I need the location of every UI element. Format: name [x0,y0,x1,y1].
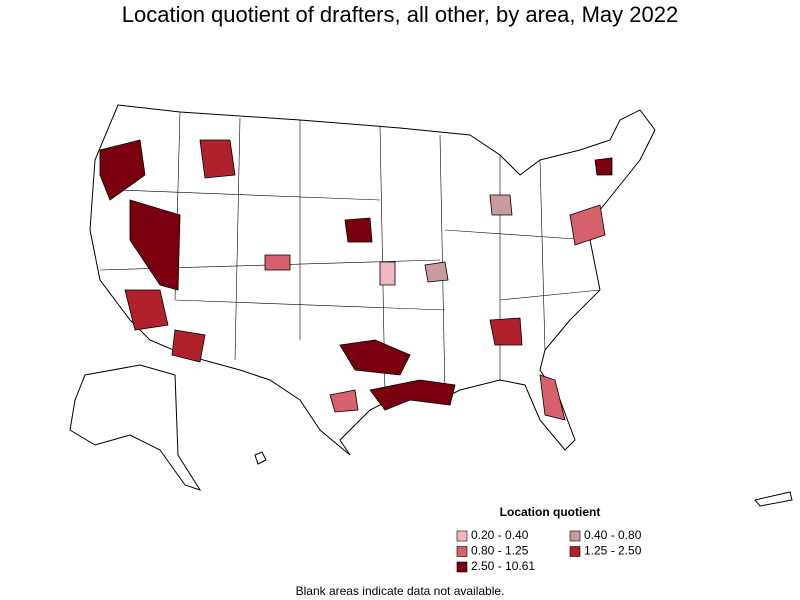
legend-label: 0.40 - 0.80 [584,528,642,542]
area-texas-gulf [369,379,456,411]
area-florida [539,374,566,421]
footnote: Blank areas indicate data not available. [296,584,505,598]
legend-label: 1.25 - 2.50 [584,544,642,558]
area-michigan [489,194,513,216]
area-georgia [489,317,523,346]
area-new-england [594,157,613,176]
area-montana [199,139,236,179]
legend-title: Location quotient [500,505,601,519]
alaska [69,364,202,491]
puerto-rico [754,491,793,507]
legend-swatch [456,546,468,557]
area-colorado [264,254,291,271]
legend-swatch [569,530,581,542]
legend-label: 2.50 - 10.61 [471,559,535,573]
map-title: Location quotient of drafters, all other… [122,2,678,27]
legend-label: 0.80 - 1.25 [471,544,529,558]
legend: Location quotient 0.20 - 0.40 0.40 - 0.80… [456,505,642,573]
area-midwest [424,261,449,283]
hawaii [254,451,267,465]
area-washington [99,139,146,201]
map [69,104,793,507]
legend-swatch [456,561,468,573]
legend-swatch [456,530,468,542]
area-texas-central [329,389,359,413]
area-arizona [171,329,206,363]
area-nevada [129,199,181,291]
area-minnesota [344,217,373,243]
area-california-south [124,289,169,331]
legend-label: 0.20 - 0.40 [471,528,529,542]
contiguous-us [89,104,656,456]
legend-swatch [569,546,581,557]
area-louisiana [339,339,411,376]
area-mid-atlantic [569,204,606,246]
area-kansas [379,261,396,286]
